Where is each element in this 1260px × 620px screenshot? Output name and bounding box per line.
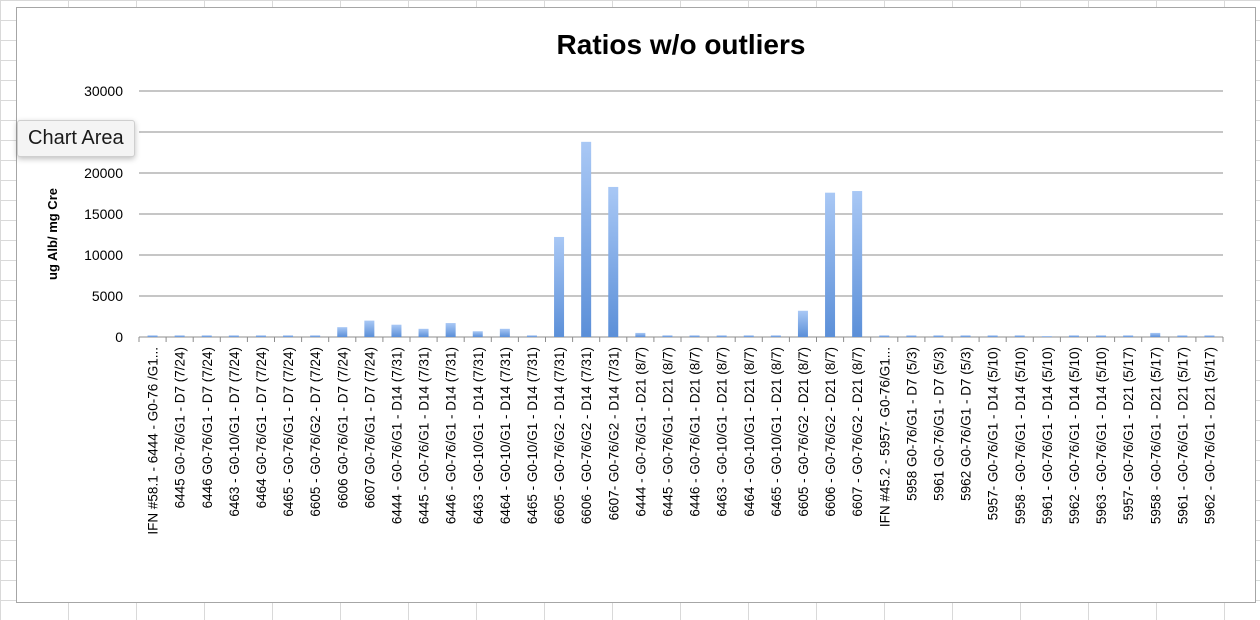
bar [418,328,429,337]
bar [1068,335,1079,337]
bar [1177,335,1188,337]
y-tick-label: 30000 [84,83,123,99]
x-tick-label: 6444 - G0-76/G1 - D14 (7/31) [389,347,404,524]
bar [1204,335,1215,337]
x-tick-label: 6606 - G0-76/G2 - D21 (8/7) [823,347,838,517]
chart-area-tooltip: Chart Area [17,120,135,157]
bar [228,335,239,337]
bar [662,335,673,337]
y-tick-label: 15000 [84,206,123,222]
bar [310,335,321,337]
x-tick-label: 6463 - G0-10/G1 - D7 (7/24) [227,347,242,517]
x-tick-label: 6465 - G0-10/G1 - D14 (7/31) [525,347,540,524]
x-tick-label: 6446 G0-76/G1 - D7 (7/24) [200,347,215,508]
x-tick-label: 5961 - G0-76/G1 - D21 (5/17) [1175,347,1190,524]
x-tick-label: 5958 - G0-76/G1 - D21 (5/17) [1148,347,1163,524]
x-tick-label: 5958 - G0-76/G1 - D14 (5/10) [1013,347,1028,524]
chart-svg: Ratios w/o outliers050001000015000200002… [45,29,1224,535]
x-tick-label: 6465 - G0-10/G1 - D21 (8/7) [769,347,784,517]
bar [1014,335,1025,337]
bar [526,335,537,337]
bar [445,323,456,337]
bar [1123,335,1134,337]
x-tick-label: 6605 - G0-76/G2 - D14 (7/31) [552,347,567,524]
x-tick-label: 5958 G0-76/G1 - D7 (5/3) [904,347,919,501]
x-tick-label: 6607 - G0-76/G2 - D21 (8/7) [850,347,865,517]
x-tick-label: 6446 - G0-76/G1 - D21 (8/7) [688,347,703,517]
bar [825,192,836,337]
x-tick-label: 6444 - G0-76/G1 - D21 (8/7) [633,347,648,517]
bar [364,320,375,337]
y-tick-label: 5000 [92,288,123,304]
x-tick-label: 6445 - G0-76/G1 - D14 (7/31) [417,347,432,524]
y-tick-label: 10000 [84,247,123,263]
x-tick-label: IFN #45.2 - 5957- G0-76/G1... [877,347,892,527]
bar [879,335,890,337]
bar [581,141,592,337]
bar [743,335,754,337]
x-tick-label: 6607 G0-76/G1 - D7 (7/24) [362,347,377,508]
x-tick-label: 6606 - G0-76/G2 - D14 (7/31) [579,347,594,524]
x-tick-label: 6463 - G0-10/G1 - D14 (7/31) [471,347,486,524]
bar [499,328,510,337]
bar [987,335,998,337]
bar [770,335,781,337]
x-tick-label: 6446 - G0-76/G1 - D14 (7/31) [444,347,459,524]
x-tick-label: 6464 - G0-10/G1 - D14 (7/31) [498,347,513,524]
bar [797,310,808,337]
x-tick-label: 5962 - G0-76/G1 - D14 (5/10) [1067,347,1082,524]
chart-title: Ratios w/o outliers [557,29,806,60]
x-tick-label: 5962 - G0-76/G1 - D21 (5/17) [1202,347,1217,524]
x-tick-label: 6445 G0-76/G1 - D7 (7/24) [173,347,188,508]
x-tick-label: 6465 - G0-76/G1 - D7 (7/24) [281,347,296,517]
x-tick-label: 6605 - G0-76/G2 - D7 (7/24) [308,347,323,517]
x-tick-label: 6605 - G0-76/G2 - D21 (8/7) [796,347,811,517]
bar [283,335,294,337]
y-tick-label: 0 [115,329,123,345]
bar [201,335,212,337]
bar [1150,332,1161,337]
bar [716,335,727,337]
bar [391,324,402,337]
x-tick-label: 5962 G0-76/G1 - D7 (5/3) [959,347,974,501]
x-tick-label: 5957- G0-76/G1 - D14 (5/10) [986,347,1001,520]
bar [147,335,158,337]
bar [174,335,185,337]
x-tick-label: 6463 - G0-10/G1 - D21 (8/7) [715,347,730,517]
x-tick-label: 6464 G0-76/G1 - D7 (7/24) [254,347,269,508]
bar [337,327,348,337]
bar [1096,335,1107,337]
bar [608,186,619,337]
x-tick-label: 5963 - G0-76/G1 - D14 (5/10) [1094,347,1109,524]
x-tick-label: IFN #58.1 - 6444 - G0-76 /G1... [146,347,161,535]
bar [635,332,646,337]
x-tick-label: 6606 G0-76/G1 - D7 (7/24) [335,347,350,508]
bar [1041,336,1052,337]
x-tick-label: 6464 - G0-10/G1 - D21 (8/7) [742,347,757,517]
bar [906,335,917,337]
bar [933,335,944,337]
bar [255,335,266,337]
chart-area[interactable]: Ratios w/o outliers050001000015000200002… [16,7,1256,603]
x-tick-label: 5961 - G0-76/G1 - D14 (5/10) [1040,347,1055,524]
x-tick-label: 6445 - G0-76/G1 - D21 (8/7) [660,347,675,517]
y-tick-label: 20000 [84,165,123,181]
x-tick-label: 6607- G0-76/G2 - D14 (7/31) [606,347,621,520]
y-axis-title: ug Alb/ mg Cre [45,188,60,280]
bar [852,191,863,337]
x-tick-label: 5957- G0-76/G1 - D21 (5/17) [1121,347,1136,520]
bar [960,335,971,337]
x-tick-label: 5961 G0-76/G1 - D7 (5/3) [931,347,946,501]
bar [472,331,483,337]
bar [554,236,565,337]
bar [689,335,700,337]
